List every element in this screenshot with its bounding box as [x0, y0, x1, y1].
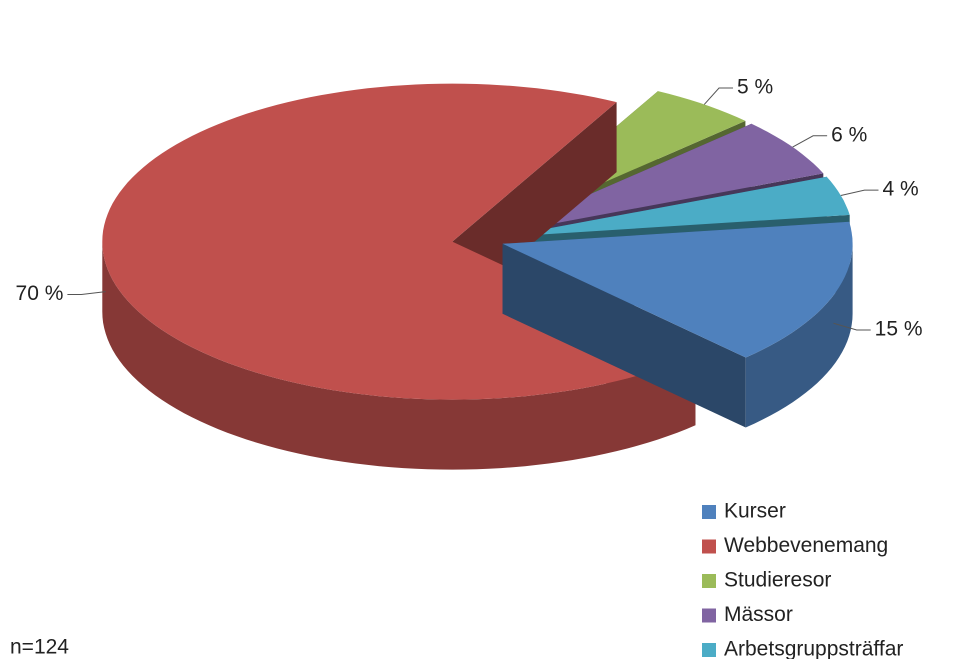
slice-side	[502, 243, 746, 428]
sample-size-note: n=124	[10, 636, 69, 659]
legend-key	[702, 539, 716, 554]
legend-key	[702, 505, 716, 519]
slice-side	[452, 102, 617, 312]
data-label: 15 %	[875, 317, 923, 340]
legend-label: Kurser	[724, 500, 786, 523]
data-label: 5 %	[737, 76, 773, 99]
legend-key	[702, 643, 716, 657]
slice-wall	[102, 241, 696, 470]
slice-top	[503, 176, 850, 237]
data-label: 6 %	[831, 123, 867, 146]
leader-line	[840, 189, 879, 196]
leader-line	[67, 291, 106, 295]
slice-top	[499, 123, 824, 234]
data-label: 4 %	[882, 178, 918, 201]
leader-line	[703, 87, 734, 105]
legend-label: Mässor	[724, 603, 793, 626]
legend-label: Webbevenemang	[724, 534, 888, 557]
leader-line	[833, 322, 871, 331]
legend-key	[702, 574, 716, 588]
data-label: 70 %	[16, 282, 64, 305]
legend-label: Arbetsgruppsträffar	[724, 638, 903, 659]
slice-top	[502, 221, 853, 358]
legend-label: Studieresor	[724, 569, 831, 592]
slice	[502, 221, 853, 428]
slice-wall	[745, 243, 853, 428]
legend-key	[702, 608, 716, 623]
leader-line	[792, 135, 828, 148]
